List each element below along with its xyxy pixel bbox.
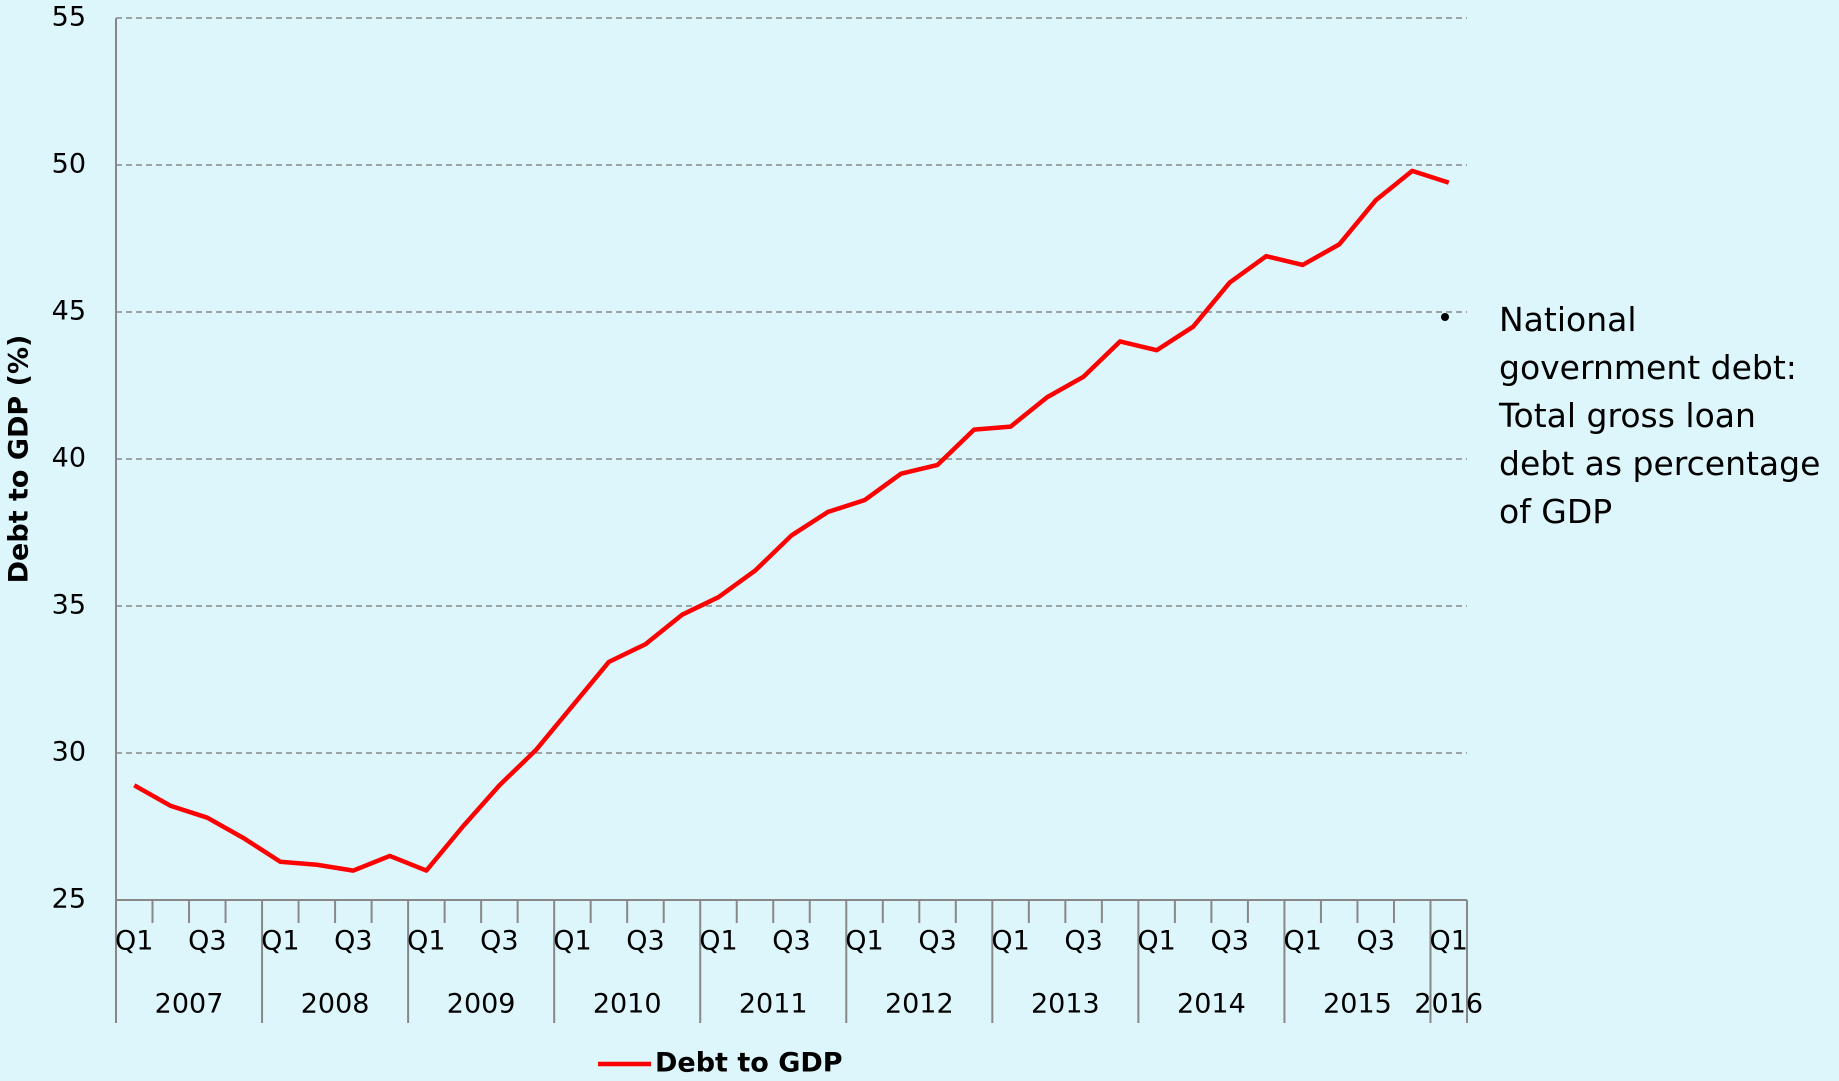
x-group-label: 2012 — [885, 989, 954, 1020]
x-tick-label: Q3 — [626, 926, 664, 957]
x-tick-label: Q1 — [261, 926, 299, 957]
annotation-bullet — [1441, 313, 1449, 321]
x-tick-label: Q1 — [407, 926, 445, 957]
x-tick-label: Q1 — [1137, 926, 1175, 957]
y-tick-label: 45 — [52, 296, 86, 327]
y-tick-label: 50 — [52, 149, 86, 180]
x-group-label: 2008 — [301, 989, 370, 1020]
x-tick-label: Q1 — [115, 926, 153, 957]
y-tick-label: 30 — [52, 737, 86, 768]
x-tick-label: Q3 — [1210, 926, 1248, 957]
annotation: National government debt: Total gross lo… — [1499, 300, 1821, 531]
x-group-label: 2007 — [155, 989, 224, 1020]
x-tick-label: Q1 — [553, 926, 591, 957]
x-tick-label: Q3 — [1356, 926, 1394, 957]
x-tick-label: Q1 — [1283, 926, 1321, 957]
x-tick-label: Q3 — [918, 926, 956, 957]
x-tick-label: Q1 — [1430, 926, 1468, 957]
x-group-label: 2009 — [447, 989, 516, 1020]
series-line — [133, 168, 1450, 873]
y-axis-title: Debt to GDP (%) — [4, 335, 35, 584]
x-group-label: 2013 — [1031, 989, 1100, 1020]
x-tick-label: Q1 — [991, 926, 1029, 957]
x-group-label: 2016 — [1414, 989, 1483, 1020]
x-tick-label: Q1 — [845, 926, 883, 957]
x-group-label: 2014 — [1177, 989, 1246, 1020]
x-group-label: 2010 — [593, 989, 662, 1020]
x-tick-label: Q1 — [699, 926, 737, 957]
x-tick-label: Q3 — [480, 926, 518, 957]
x-tick-label: Q3 — [188, 926, 226, 957]
legend-label: Debt to GDP — [655, 1048, 843, 1079]
x-tick-label: Q3 — [772, 926, 810, 957]
x-group-label: 2011 — [739, 989, 808, 1020]
x-tick-label: Q3 — [334, 926, 372, 957]
y-tick-label: 35 — [52, 590, 86, 621]
y-tick-label: 25 — [52, 884, 86, 915]
x-group-label: 2015 — [1323, 989, 1392, 1020]
x-tick-label: Q3 — [1064, 926, 1102, 957]
y-tick-label: 40 — [52, 443, 86, 474]
y-tick-label: 55 — [52, 2, 86, 33]
